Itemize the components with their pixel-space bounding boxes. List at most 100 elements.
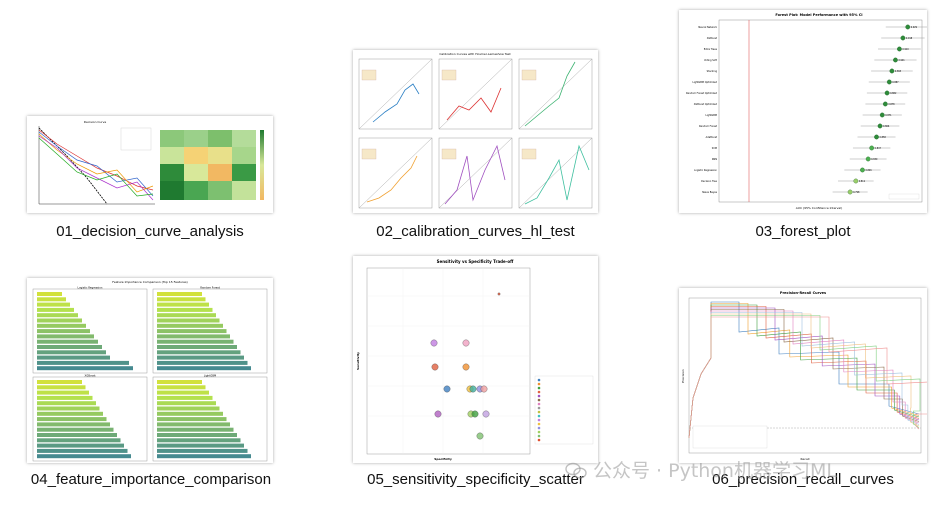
thumbnail-forest-plot[interactable]: Forest Plot: Model Performance with 95% …: [679, 10, 927, 213]
cal-panel-1: [358, 58, 433, 130]
svg-text:Forest Plot: Model Performance: Forest Plot: Model Performance with 95% …: [775, 13, 862, 17]
feature-bar: [157, 401, 216, 406]
feature-bar: [157, 390, 209, 395]
watermark-text: 公众号 · Python机器学习ML: [593, 460, 837, 482]
decision-curve-image: Decision Curve: [38, 120, 264, 205]
thumbnail-calibration-curves[interactable]: Calibration Curves with Hosmer-Lemeshow …: [353, 50, 598, 213]
feature-panel-title: XGBoost: [84, 374, 95, 378]
feature-bar: [37, 323, 86, 328]
thumbnail-decision-curve[interactable]: Decision Curve: [27, 116, 273, 213]
feature-bar: [157, 417, 227, 422]
sens-point: [431, 363, 439, 371]
file-name-label[interactable]: 06_precision_recall_curves: [712, 471, 894, 488]
feature-bar: [157, 411, 223, 416]
forest-model-label: Voting Soft: [704, 59, 717, 62]
forest-model-label: Random Forest: [699, 125, 717, 128]
forest-model-label: LightGBM: [705, 114, 717, 117]
feature-bar: [157, 350, 241, 355]
forest-point: [874, 134, 879, 140]
legend-swatch: [537, 390, 541, 394]
forest-value-label: 0.858: [880, 136, 887, 139]
forest-model-label: LightGBM Optimized: [692, 81, 717, 84]
feature-bar: [37, 360, 129, 365]
sens-point: [480, 385, 488, 393]
forest-point: [860, 167, 865, 173]
file-name-label[interactable]: 01_decision_curve_analysis: [56, 223, 244, 240]
file-name-label[interactable]: 03_forest_plot: [755, 223, 851, 240]
svg-text:Recall: Recall: [801, 457, 810, 461]
legend-swatch: [537, 382, 541, 386]
heatmap-cells: [160, 130, 256, 200]
legend-swatch: [537, 378, 541, 382]
forest-point: [889, 68, 895, 74]
sens-point: [497, 292, 501, 296]
feature-bar: [157, 395, 213, 400]
feature-bar: [37, 448, 128, 453]
forest-model-label: XGBoost: [707, 37, 717, 40]
feature-bar: [37, 401, 96, 406]
feature-bar: [157, 313, 216, 318]
forest-model-label: Random Forest Optimized: [686, 92, 717, 95]
feature-bar: [37, 417, 107, 422]
cal-panel-2: [438, 58, 513, 130]
svg-text:Precision: Precision: [681, 369, 685, 382]
legend-swatch: [537, 414, 541, 418]
svg-text:AUC (95% Confidence Interval): AUC (95% Confidence Interval): [796, 206, 843, 210]
feature-bar: [37, 427, 114, 432]
forest-model-label: Extra Trees: [704, 48, 718, 51]
feature-bar: [157, 448, 248, 453]
forest-point: [869, 145, 875, 151]
feature-bar: [37, 443, 124, 448]
legend-swatch: [537, 434, 541, 438]
forest-point: [886, 79, 892, 85]
thumbnail-precision-recall[interactable]: Precision-Recall Curves Recall Precision: [679, 288, 927, 463]
feature-bar: [157, 385, 206, 390]
svg-text:Precision-Recall Curves: Precision-Recall Curves: [780, 291, 826, 295]
feature-bar: [37, 422, 110, 427]
sens-point: [476, 432, 484, 440]
sens-point: [434, 410, 442, 418]
forest-point: [905, 24, 911, 30]
sens-point: [462, 363, 470, 371]
feature-bar: [37, 438, 121, 443]
forest-value-label: 0.866: [883, 125, 890, 128]
feature-bar: [157, 427, 234, 432]
calibration-curves-image: Calibration Curves with Hosmer-Lemeshow …: [358, 52, 593, 209]
thumbnail-sensitivity-specificity[interactable]: Sensitivity vs Specificity Trade-off Spe…: [353, 256, 598, 463]
legend-swatch: [537, 394, 541, 398]
forest-point: [853, 178, 859, 184]
file-name-label[interactable]: 04_feature_importance_comparison: [20, 470, 282, 490]
forest-model-label: Naive Bayes: [702, 191, 718, 194]
file-name-label[interactable]: 05_sensitivity_specificity_scatter: [367, 471, 584, 488]
feature-bar: [157, 345, 237, 349]
forest-value-label: 0.929: [911, 26, 918, 29]
sens-point: [469, 385, 477, 393]
feature-bar: [157, 318, 220, 323]
legend-swatch: [537, 406, 541, 410]
forest-value-label: 0.918: [906, 37, 913, 40]
forest-model-label: Stacking: [707, 70, 718, 73]
feature-bar: [37, 307, 74, 312]
feature-bar: [37, 390, 89, 395]
feature-bar: [157, 422, 230, 427]
feature-bar: [37, 345, 102, 349]
forest-model-label: KNN: [712, 158, 717, 161]
forest-value-label: 0.893: [895, 70, 902, 73]
forest-model-label: Neural Network: [698, 26, 717, 29]
feature-bar: [37, 302, 70, 307]
feature-bar: [157, 329, 227, 334]
feature-bar: [157, 339, 234, 344]
svg-text:Specificity: Specificity: [434, 457, 452, 461]
file-name-label[interactable]: 02_calibration_curves_hl_test: [376, 223, 575, 240]
forest-point: [900, 35, 906, 41]
legend-swatch: [537, 426, 541, 430]
legend-swatch: [537, 402, 541, 406]
feature-bar: [157, 307, 213, 312]
sens-point: [430, 339, 438, 347]
feature-bar: [37, 454, 131, 459]
thumbnail-feature-importance[interactable]: Feature Importance Comparison (Top 15 Fe…: [27, 278, 273, 463]
feature-bar: [157, 360, 248, 365]
forest-point: [879, 112, 885, 118]
feature-bar: [157, 334, 230, 339]
feature-bar: [37, 406, 100, 411]
